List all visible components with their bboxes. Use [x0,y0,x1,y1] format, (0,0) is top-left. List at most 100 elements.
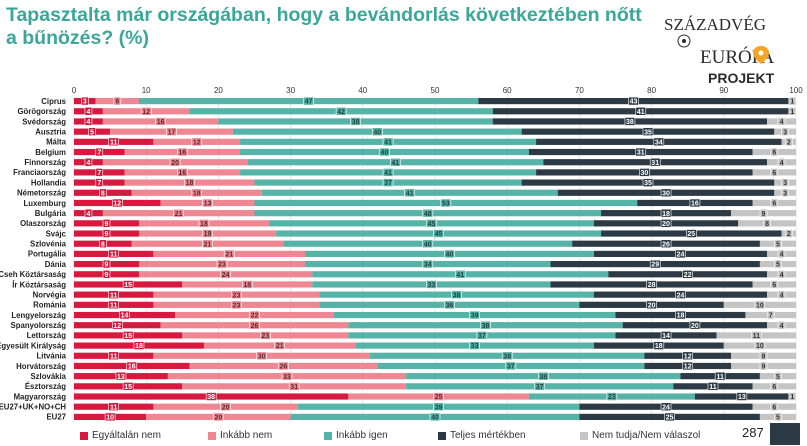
value-label: 41 [384,139,392,146]
value-label-box [102,229,111,238]
value-label: 39 [435,404,443,411]
value-label-box [166,127,177,136]
bar-row: Finnország 4 20 41 31 4 [24,157,796,167]
value-label-box [177,168,188,177]
value-label: 24 [677,292,685,299]
category-label: Belgium [35,148,66,157]
value-label: 10 [756,343,764,350]
value-label-box [122,280,134,289]
bar-row: Dánia 9 23 34 29 5 [45,259,796,269]
value-label: 1 [790,109,794,116]
value-label-box [382,178,394,187]
value-label: 41 [391,160,399,167]
value-label-box [429,412,441,422]
value-label-box [422,208,434,218]
value-label: 41 [406,190,414,197]
value-label-box [122,331,134,340]
value-label-box [660,402,672,412]
value-label: 20 [215,415,223,422]
value-label-box [84,106,93,116]
value-label-box [213,412,224,422]
value-label: 40 [424,241,432,248]
value-label-box [108,300,120,310]
value-label: 22 [251,313,259,320]
value-label-box [84,157,93,167]
value-label-box [108,351,120,361]
value-label-box [774,239,782,249]
value-label-box [155,117,166,126]
value-label-box [774,259,782,269]
x-tick-label: 90 [719,86,728,95]
value-label: 3 [783,190,787,197]
value-label-box [108,402,120,412]
value-label-box [119,310,130,320]
value-label-box [202,229,213,238]
value-label: 42 [337,109,345,116]
value-label-box [754,341,766,350]
value-label-box [95,147,104,157]
value-label: 14 [662,333,670,340]
value-label: 5 [776,374,780,381]
value-label: 40 [431,415,439,422]
value-label: 25 [435,394,443,401]
value-label: 26 [251,323,259,330]
bar-row: Görögország 4 12 42 41 1 [17,106,797,116]
value-label-box [754,300,766,310]
value-label: 12 [193,139,201,146]
value-label: 10 [106,415,114,422]
value-label: 20 [222,404,230,411]
bar-row: Luxemburg 12 13 53 16 6 [24,198,796,208]
legend-label: Nem tudja/Nem válaszol [592,430,701,441]
value-label-box [260,331,271,340]
value-label-box [108,290,120,299]
value-label-box [433,402,444,412]
value-label: 4 [780,252,784,259]
x-tick-label: 50 [431,86,440,95]
value-label-box [99,188,107,198]
value-label-box [759,208,768,218]
value-label-box [173,208,184,218]
value-label-box [777,290,786,299]
value-label: 33 [283,374,291,381]
value-label-box [675,249,686,259]
value-label-box [770,147,779,157]
value-label: 4 [86,160,90,167]
value-label: 38 [352,119,360,126]
bar-row: Bulgária 4 21 48 18 9 [35,208,796,218]
value-label: 10 [756,302,764,309]
value-label: 4 [86,211,90,218]
value-label: 24 [222,272,230,279]
category-label: Németország [17,189,66,198]
value-label: 4 [780,119,784,126]
value-label-box [379,147,390,157]
chart-legend: Egyáltalán nem Inkább nem Inkább igen Telje… [80,428,780,444]
category-label: Észtország [25,382,66,391]
value-label: 5 [776,415,780,422]
value-label-box [389,157,401,167]
value-label-box [689,198,701,208]
value-label-box [102,269,111,279]
value-label: 37 [536,384,544,391]
value-label-box [249,310,260,320]
category-label: Finnország [24,158,66,167]
legend-item: Nem tudja/Nem válaszol [580,430,700,441]
value-label: 15 [124,282,132,289]
value-label: 12 [113,323,121,330]
value-label-box [444,300,455,310]
legend-label: Teljes mértékben [450,430,526,441]
value-label: 45 [435,231,443,238]
bar-row: Magyarország 38 25 23 13 1 [14,392,797,401]
value-label-box [231,290,242,299]
value-label-box [777,249,786,259]
value-label: 18 [662,211,670,218]
bar-row: Franciaország 7 16 41 30 6 [13,168,796,177]
value-label-box [781,188,789,198]
value-label-box [770,280,779,289]
bar-row: Málta 11 12 41 34 2 [46,137,796,147]
value-label: 4 [86,119,90,126]
value-label-box [451,290,462,299]
value-label: 7 [97,180,101,187]
value-label: 45 [427,221,435,228]
value-label-box [505,361,517,371]
value-label-box [635,147,647,157]
